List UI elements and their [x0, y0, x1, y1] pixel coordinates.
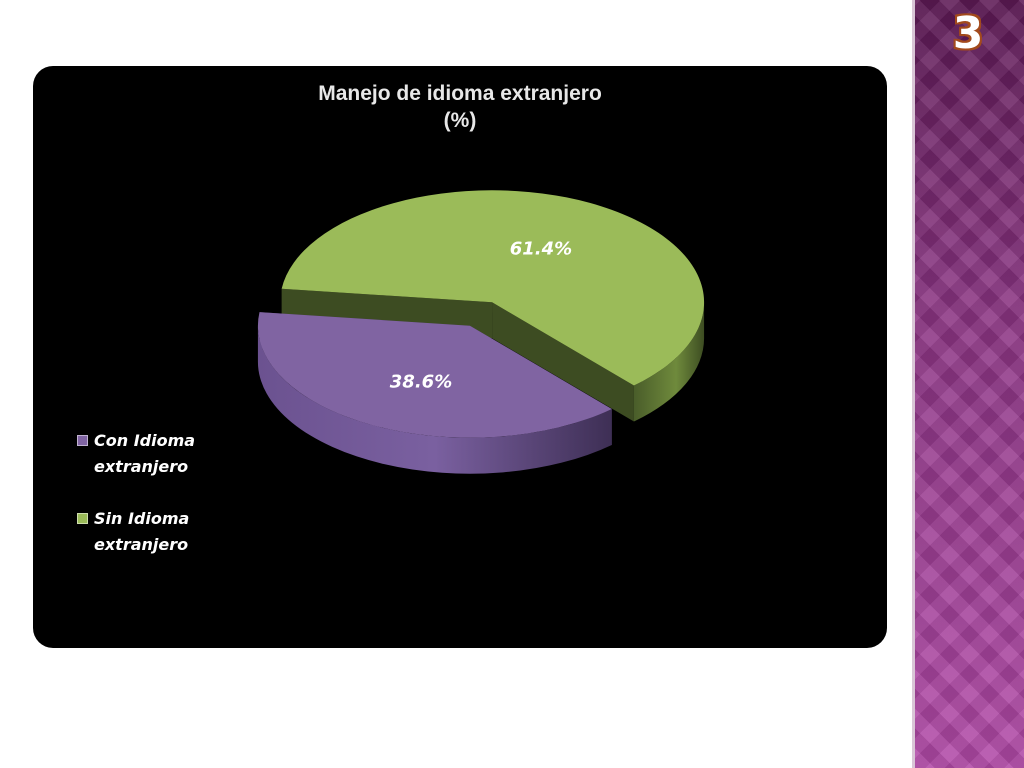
pie-slice-sin-idioma-top	[281, 190, 705, 386]
data-label-con-idioma: 38.6%	[390, 371, 452, 392]
legend-label-sin-idioma: Sin Idioma extranjero	[94, 509, 190, 554]
pie-slice-con-idioma	[257, 312, 612, 474]
chart-title-line-1: Manejo de idioma extranjero	[318, 82, 602, 105]
slide-number: 3	[952, 8, 984, 59]
chart-title-line-2: (%)	[443, 109, 477, 132]
chart-title: Manejo de idioma extranjero (%)	[33, 80, 887, 134]
decorative-side-band	[912, 0, 1024, 768]
data-label-sin-idioma: 61.4%	[510, 239, 572, 260]
pie-slice-sin-idioma-side-0	[633, 302, 705, 422]
chart-legend: Con Idioma extranjero Sin Idioma extranj…	[77, 428, 224, 584]
pie-chart: 38.6% 61.4%	[257, 190, 705, 474]
chart-panel: Manejo de idioma extranjero (%) 38.6% 61…	[33, 66, 887, 648]
legend-item-sin-idioma: Sin Idioma extranjero	[77, 506, 224, 558]
pie-slice-con-idioma-side-0	[257, 325, 612, 474]
legend-swatch-sin-idioma	[77, 513, 88, 524]
pie-slice-con-idioma-top	[257, 312, 612, 438]
legend-swatch-con-idioma	[77, 435, 88, 446]
legend-label-con-idioma: Con Idioma extranjero	[94, 431, 196, 476]
pie-slice-sin-idioma-wall-1	[492, 302, 634, 422]
legend-item-con-idioma: Con Idioma extranjero	[77, 428, 224, 480]
